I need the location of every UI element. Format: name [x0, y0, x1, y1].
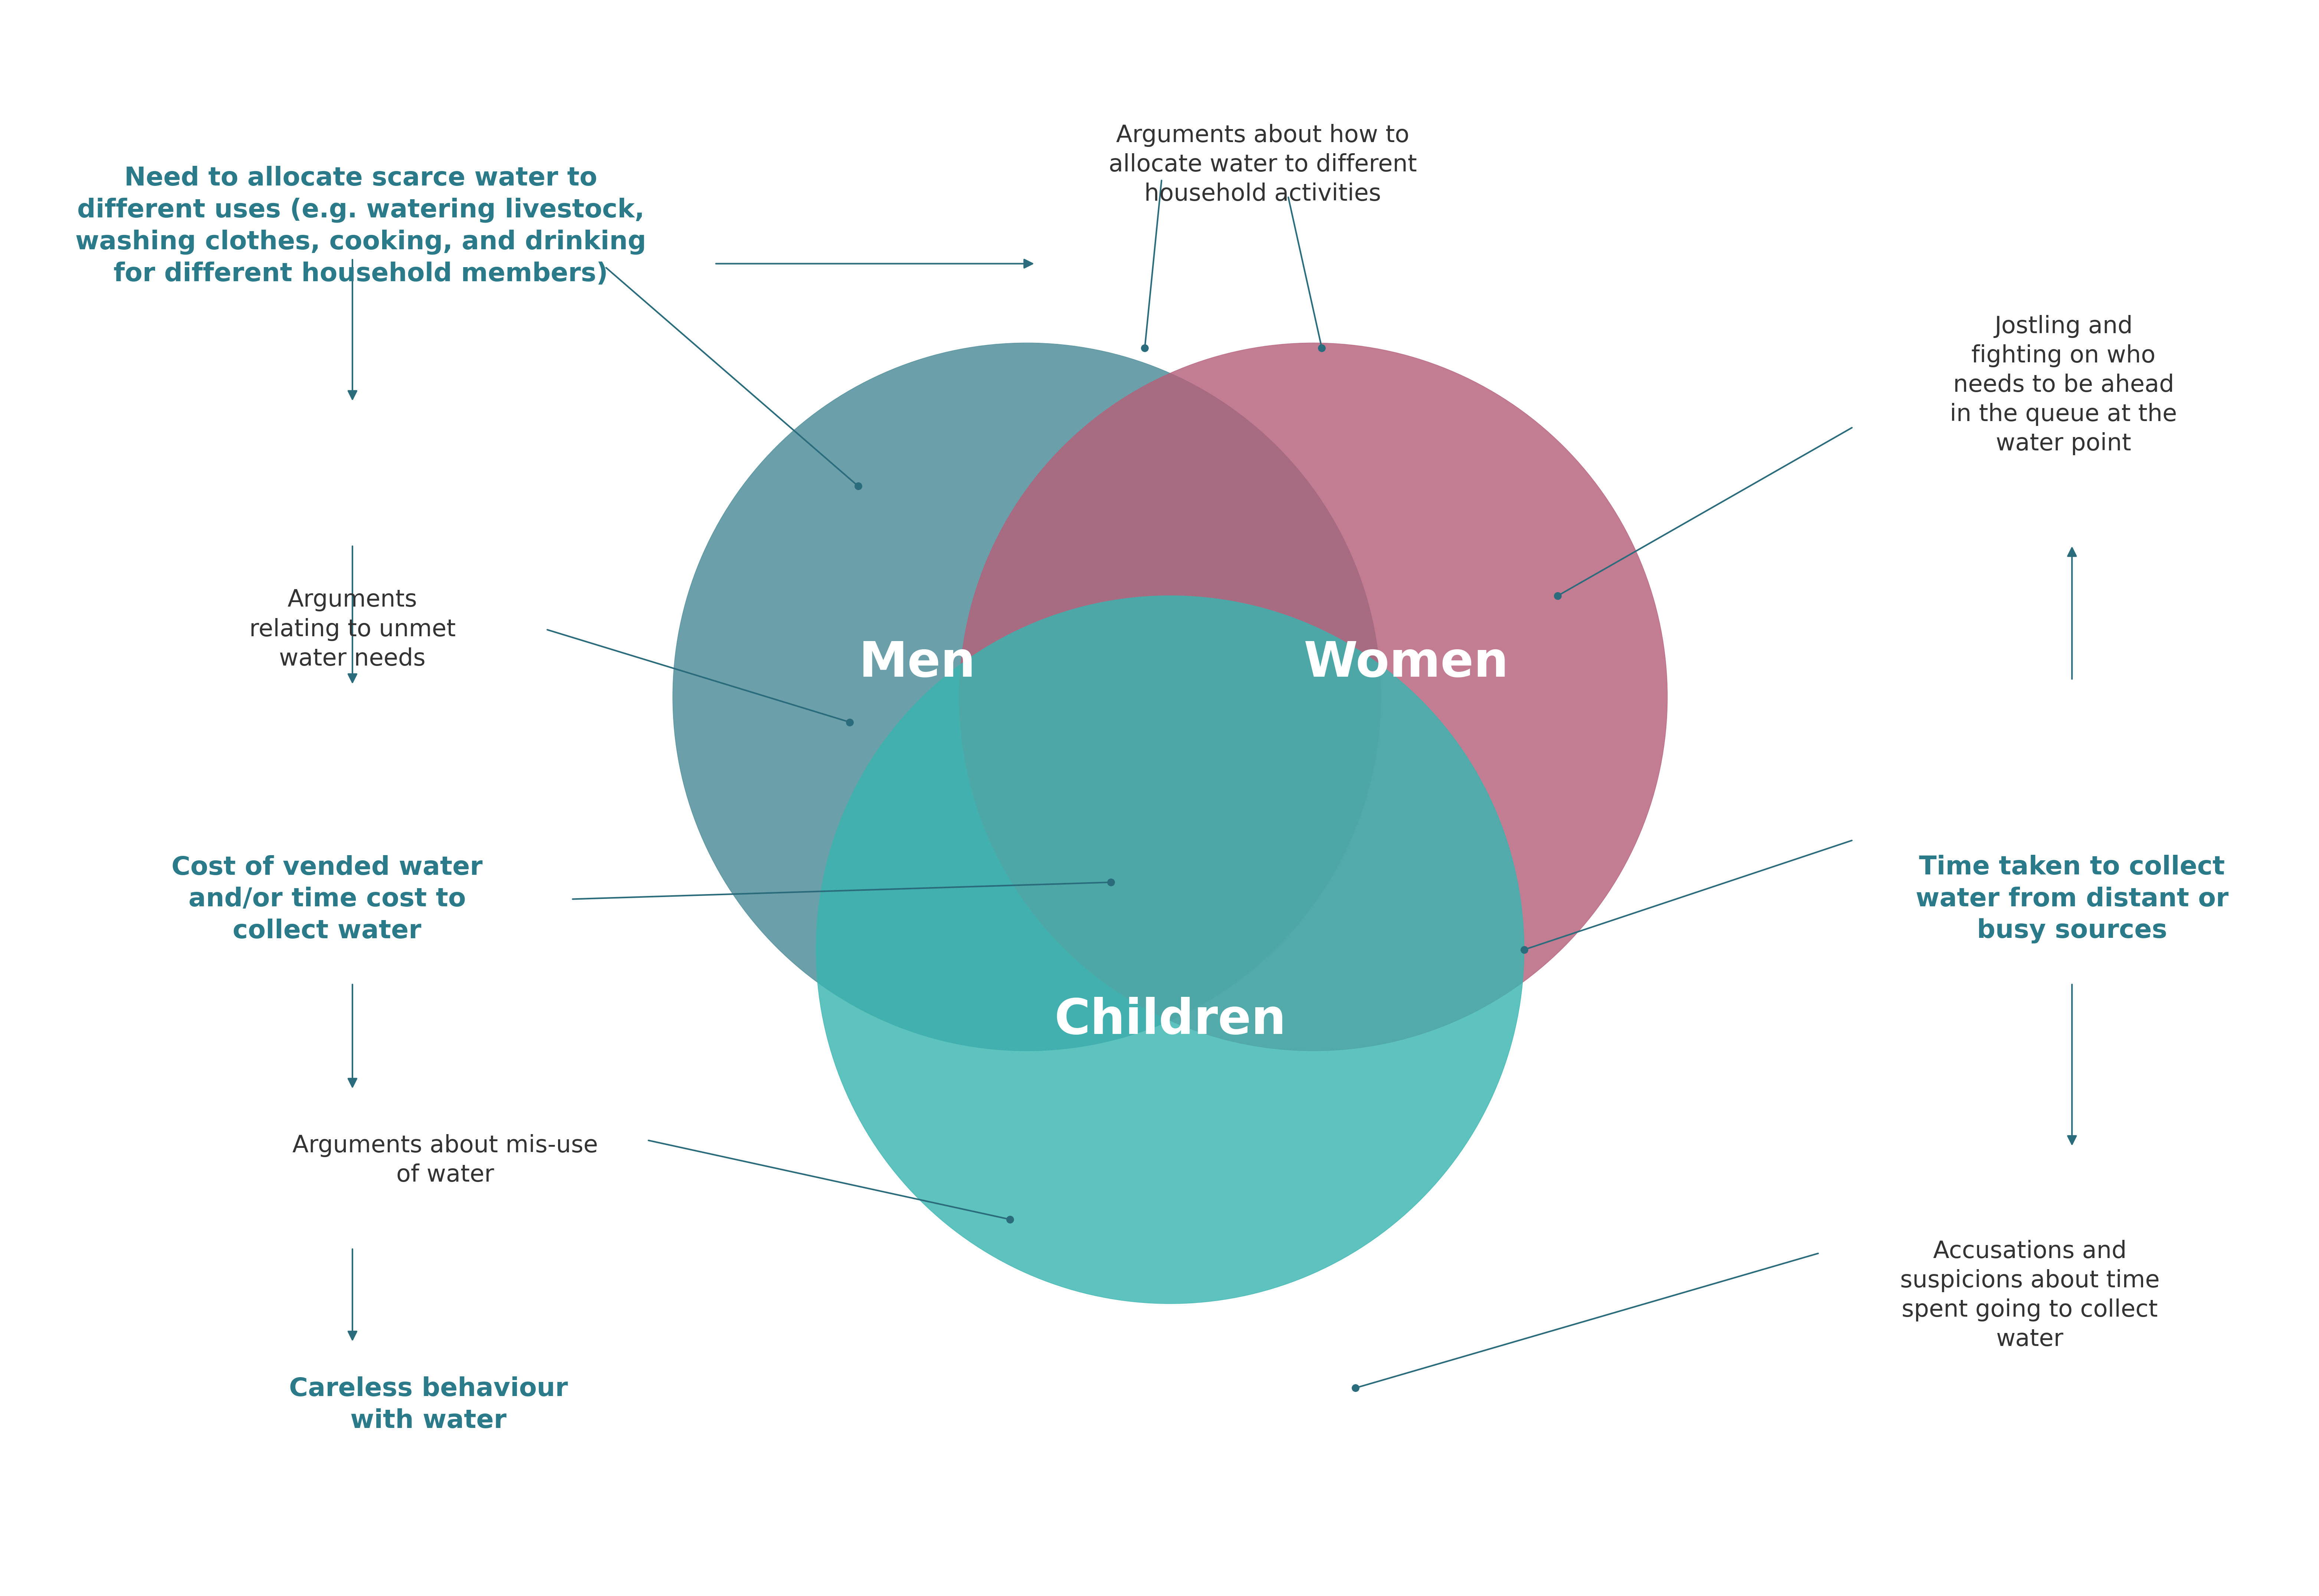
Text: Arguments about mis-use
of water: Arguments about mis-use of water — [292, 1135, 598, 1186]
Text: Jostling and
fighting on who
needs to be ahead
in the queue at the
water point: Jostling and fighting on who needs to be… — [1950, 314, 2178, 455]
Circle shape — [816, 595, 1524, 1304]
Text: Women: Women — [1303, 640, 1510, 686]
Circle shape — [673, 343, 1380, 1050]
Text: Careless behaviour
with water: Careless behaviour with water — [290, 1376, 568, 1433]
Text: Need to allocate scarce water to
different uses (e.g. watering livestock,
washin: Need to allocate scarce water to differe… — [77, 166, 647, 286]
Text: Men: Men — [858, 640, 976, 686]
Text: Arguments
relating to unmet
water needs: Arguments relating to unmet water needs — [248, 589, 455, 670]
Text: Arguments about how to
allocate water to different
household activities: Arguments about how to allocate water to… — [1108, 124, 1417, 206]
Text: Cost of vended water
and/or time cost to
collect water: Cost of vended water and/or time cost to… — [172, 855, 482, 943]
Circle shape — [960, 343, 1667, 1050]
Text: Accusations and
suspicions about time
spent going to collect
water: Accusations and suspicions about time sp… — [1899, 1240, 2159, 1350]
Text: Children: Children — [1055, 998, 1287, 1044]
Text: Time taken to collect
water from distant or
busy sources: Time taken to collect water from distant… — [1915, 855, 2229, 943]
